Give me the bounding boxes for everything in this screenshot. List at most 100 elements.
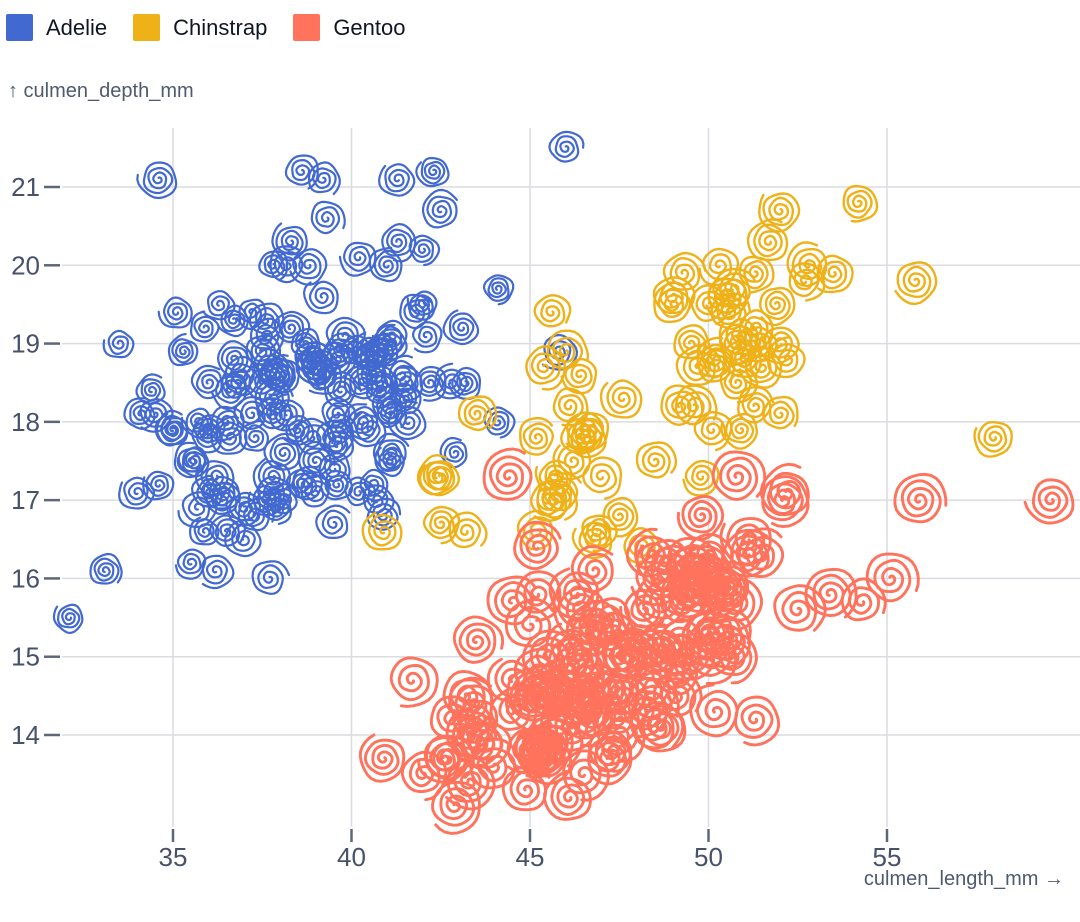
point-gentoo bbox=[596, 631, 646, 678]
y-tick-label: 15 bbox=[11, 642, 40, 672]
point-adelie bbox=[167, 333, 199, 367]
point-adelie bbox=[348, 411, 387, 448]
point-adelie bbox=[310, 200, 346, 235]
point-adelie bbox=[256, 397, 293, 430]
point-gentoo bbox=[676, 494, 725, 541]
point-adelie bbox=[306, 355, 343, 395]
point-gentoo bbox=[737, 527, 785, 579]
point-adelie bbox=[399, 293, 432, 330]
point-chinstrap bbox=[519, 416, 555, 456]
point-adelie bbox=[302, 280, 339, 315]
point-gentoo bbox=[525, 673, 574, 721]
point-gentoo bbox=[618, 624, 667, 670]
point-gentoo bbox=[543, 770, 592, 821]
point-adelie bbox=[308, 161, 341, 196]
point-gentoo bbox=[865, 552, 920, 603]
point-gentoo bbox=[425, 734, 475, 781]
point-adelie bbox=[251, 560, 291, 595]
point-adelie bbox=[412, 321, 443, 354]
point-adelie bbox=[298, 440, 336, 479]
point-chinstrap bbox=[573, 412, 610, 451]
point-gentoo bbox=[587, 735, 633, 786]
point-chinstrap bbox=[457, 395, 498, 432]
point-adelie bbox=[284, 154, 319, 190]
point-chinstrap bbox=[675, 343, 719, 386]
legend-swatch-gentoo bbox=[293, 14, 321, 41]
point-adelie bbox=[320, 469, 354, 501]
point-chinstrap bbox=[448, 511, 488, 549]
point-adelie bbox=[371, 319, 408, 355]
y-tick-label: 14 bbox=[11, 720, 40, 750]
point-adelie bbox=[323, 371, 362, 408]
point-adelie bbox=[191, 420, 223, 454]
point-adelie bbox=[442, 309, 480, 346]
point-adelie bbox=[422, 188, 458, 229]
x-tick-label: 50 bbox=[694, 842, 723, 872]
point-gentoo bbox=[501, 763, 551, 812]
point-gentoo bbox=[431, 780, 481, 835]
point-adelie bbox=[271, 222, 308, 262]
y-tick-label: 16 bbox=[11, 563, 40, 593]
point-adelie bbox=[482, 274, 515, 306]
point-chinstrap bbox=[894, 261, 938, 306]
point-gentoo bbox=[513, 647, 564, 703]
point-gentoo bbox=[562, 749, 610, 802]
point-adelie bbox=[118, 476, 155, 510]
point-gentoo bbox=[513, 520, 562, 571]
point-gentoo bbox=[699, 575, 746, 624]
point-adelie bbox=[378, 163, 416, 197]
point-chinstrap bbox=[737, 386, 775, 424]
point-adelie bbox=[238, 419, 269, 452]
legend-swatch-adelie bbox=[6, 14, 33, 41]
point-chinstrap bbox=[767, 336, 806, 379]
legend: Adelie Chinstrap Gentoo bbox=[6, 14, 405, 41]
legend-item-chinstrap: Chinstrap bbox=[133, 14, 267, 41]
point-adelie bbox=[338, 241, 377, 277]
point-adelie bbox=[202, 290, 236, 321]
point-adelie bbox=[201, 554, 235, 590]
point-chinstrap bbox=[842, 184, 879, 223]
y-tick-label: 17 bbox=[11, 485, 40, 515]
point-gentoo bbox=[711, 450, 767, 501]
legend-label-adelie: Adelie bbox=[46, 15, 108, 40]
point-chinstrap bbox=[746, 218, 789, 262]
point-adelie bbox=[142, 470, 175, 501]
x-tick-label: 35 bbox=[159, 842, 188, 872]
point-gentoo bbox=[1023, 478, 1075, 525]
point-adelie bbox=[176, 446, 210, 478]
point-gentoo bbox=[590, 667, 640, 713]
point-gentoo bbox=[452, 615, 505, 664]
point-chinstrap bbox=[762, 395, 799, 430]
point-adelie bbox=[365, 365, 399, 402]
point-adelie bbox=[293, 417, 335, 455]
point-adelie bbox=[281, 415, 315, 446]
point-adelie bbox=[359, 468, 389, 502]
y-tick-label: 19 bbox=[11, 329, 40, 359]
point-chinstrap bbox=[552, 444, 592, 481]
point-adelie bbox=[224, 518, 262, 558]
point-chinstrap bbox=[582, 456, 623, 500]
point-adelie bbox=[89, 552, 123, 585]
point-chinstrap bbox=[536, 479, 579, 521]
point-chinstrap bbox=[571, 521, 613, 560]
point-gentoo bbox=[557, 633, 607, 686]
point-chinstrap bbox=[361, 511, 403, 551]
point-adelie bbox=[343, 363, 379, 400]
point-gentoo bbox=[629, 701, 685, 750]
point-chinstrap bbox=[738, 346, 783, 389]
point-adelie bbox=[189, 310, 220, 343]
point-adelie bbox=[237, 497, 275, 532]
point-adelie bbox=[344, 476, 377, 507]
point-adelie bbox=[249, 317, 285, 358]
x-tick-label: 40 bbox=[337, 842, 366, 872]
point-chinstrap bbox=[560, 417, 597, 455]
point-gentoo bbox=[358, 733, 406, 783]
point-adelie bbox=[366, 497, 402, 531]
point-gentoo bbox=[893, 472, 948, 524]
point-adelie bbox=[191, 474, 223, 508]
y-tick-label: 18 bbox=[11, 407, 40, 437]
point-gentoo bbox=[804, 567, 858, 619]
point-adelie bbox=[289, 248, 328, 286]
y-axis-title: ↑ culmen_depth_mm bbox=[8, 80, 194, 102]
point-gentoo bbox=[761, 475, 810, 529]
